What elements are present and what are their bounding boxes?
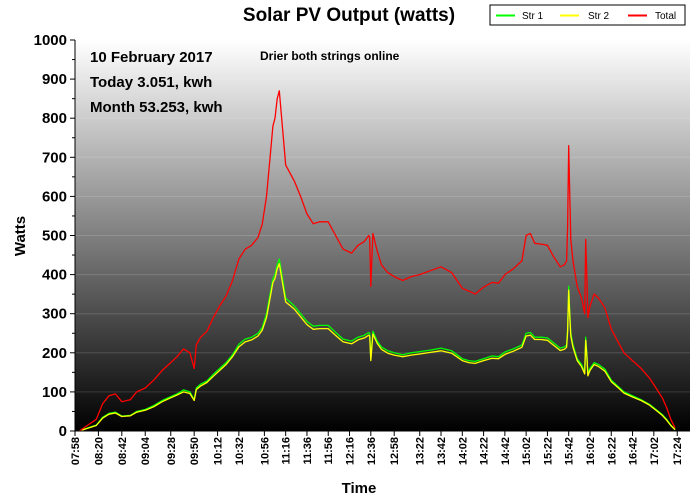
y-tick-label: 500 [42, 228, 67, 245]
y-axis-label: Watts [12, 216, 29, 256]
x-axis-label: Time [342, 480, 377, 497]
x-tick-label: 08:20 [93, 437, 105, 465]
x-tick-label: 16:42 [628, 437, 640, 465]
legend: Str 1 Str 2 Total [489, 4, 686, 26]
legend-label-str2: Str 2 [588, 11, 610, 22]
x-tick-label: 15:02 [521, 437, 533, 465]
y-tick-label: 100 [42, 384, 67, 401]
chart-title: Solar PV Output (watts) [243, 5, 455, 26]
y-tick-label: 0 [59, 423, 67, 440]
x-tick-label: 11:16 [281, 437, 293, 465]
gridlines [75, 39, 690, 393]
x-tick-label: 17:02 [649, 437, 661, 465]
y-tick-label: 1000 [34, 32, 67, 49]
legend-label-total: Total [655, 11, 676, 22]
annotation-date: 10 February 2017 [90, 49, 213, 66]
x-tick-label: 16:02 [585, 437, 597, 465]
legend-box [489, 4, 686, 26]
y-tick-label: 300 [42, 306, 67, 323]
x-tick-label: 17:24 [672, 436, 684, 465]
x-tick-label: 12:16 [345, 437, 357, 465]
y-axis-ticks: 0 100 200 300 400 500 600 700 800 900 1000 [34, 32, 75, 440]
x-axis-ticks: 07:58 08:20 08:42 09:04 09:28 09:50 10:12 10:32… [70, 431, 684, 465]
x-tick-label: 11:36 [302, 437, 314, 465]
x-tick-label: 14:02 [457, 437, 469, 465]
y-tick-label: 700 [42, 149, 67, 166]
x-tick-label: 15:22 [542, 437, 554, 465]
x-tick-label: 14:22 [479, 437, 491, 465]
y-tick-label: 800 [42, 110, 67, 127]
series-layer [78, 90, 676, 432]
x-tick-label: 14:42 [500, 437, 512, 465]
y-tick-label: 600 [42, 188, 67, 205]
series-line-str2 [79, 263, 676, 432]
annotation-today: Today 3.051, kwh [90, 74, 212, 91]
x-tick-label: 10:12 [213, 437, 225, 465]
x-tick-label: 09:28 [166, 437, 178, 465]
x-tick-label: 08:42 [117, 437, 129, 465]
y-tick-label: 400 [42, 267, 67, 284]
x-tick-label: 11:56 [323, 437, 335, 465]
y-tick-label: 900 [42, 71, 67, 88]
x-tick-label: 10:56 [259, 437, 271, 465]
x-tick-label: 09:04 [140, 436, 152, 465]
x-tick-label: 15:42 [564, 437, 576, 465]
annotation-status: Drier both strings online [260, 49, 400, 63]
x-tick-label: 12:58 [389, 437, 401, 465]
y-tick-label: 200 [42, 345, 67, 362]
x-tick-label: 12:36 [366, 437, 378, 465]
legend-label-str1: Str 1 [522, 11, 544, 22]
x-tick-label: 13:42 [436, 437, 448, 465]
x-tick-label: 16:22 [606, 437, 618, 465]
series-line-total [78, 90, 676, 432]
x-tick-label: 13:22 [415, 437, 427, 465]
x-tick-label: 10:32 [234, 437, 246, 465]
annotation-month: Month 53.253, kwh [90, 99, 223, 116]
x-tick-label: 09:50 [189, 437, 201, 465]
x-tick-label: 07:58 [70, 437, 82, 465]
